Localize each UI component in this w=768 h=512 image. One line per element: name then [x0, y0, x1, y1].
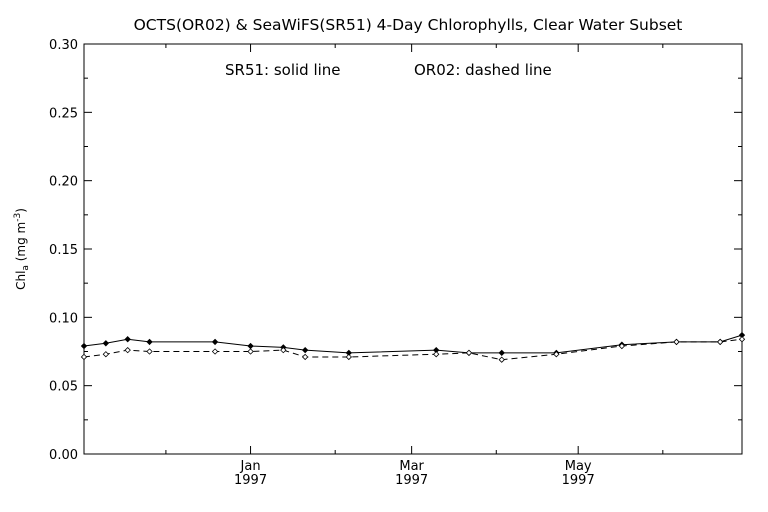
x-tick-year: 1997 — [234, 473, 267, 488]
data-point-or02 — [498, 356, 505, 363]
data-point-or02 — [102, 351, 110, 358]
data-point-or02 — [465, 349, 473, 357]
y-tick-label: 0.10 — [49, 311, 78, 326]
data-point-sr51 — [301, 346, 309, 354]
data-point-or02 — [124, 346, 131, 354]
data-point-or02 — [146, 348, 153, 355]
y-label-units-exp: -3 — [13, 213, 23, 222]
y-label-main: Chl — [14, 271, 28, 290]
annotation-solid: SR51: solid line — [225, 61, 341, 79]
y-tick-label: 0.05 — [49, 380, 78, 395]
x-tick-label: Jan — [240, 459, 261, 474]
chart-title: OCTS(OR02) & SeaWiFS(SR51) 4-Day Chlorop… — [134, 16, 683, 34]
data-point-sr51 — [498, 349, 505, 357]
data-point-sr51 — [211, 338, 219, 346]
y-tick-label: 0.15 — [49, 243, 78, 258]
data-point-or02 — [433, 351, 440, 358]
data-point-or02 — [345, 353, 353, 361]
x-tick-year: 1997 — [395, 473, 428, 488]
data-point-or02 — [280, 346, 287, 354]
series-layer — [80, 331, 746, 363]
data-point-or02 — [673, 338, 680, 346]
data-point-or02 — [738, 336, 746, 343]
data-point-or02 — [618, 342, 626, 350]
x-tick-label: May — [565, 459, 592, 474]
plot-frame — [83, 43, 743, 455]
y-label-units-close: ) — [14, 208, 28, 213]
data-point-sr51 — [80, 342, 88, 350]
data-point-sr51 — [102, 340, 110, 347]
data-point-sr51 — [146, 338, 153, 346]
y-tick-label: 0.20 — [49, 175, 78, 190]
y-tick-label: 0.00 — [49, 448, 78, 463]
x-tick-label: Mar — [399, 459, 424, 474]
data-point-or02 — [716, 338, 724, 346]
x-tick-year: 1997 — [562, 473, 595, 488]
y-tick-label: 0.30 — [49, 38, 78, 53]
data-point-or02 — [301, 353, 309, 361]
y-axis-label: Chla (mg m-3) — [13, 208, 31, 290]
y-axis: 0.00 0.05 0.10 0.15 0.20 0.25 0.30 — [49, 38, 742, 463]
data-point-or02 — [247, 348, 254, 355]
y-label-units-open: (mg m — [14, 222, 28, 265]
data-point-or02 — [211, 348, 219, 355]
annotation-dashed: OR02: dashed line — [414, 61, 552, 79]
y-label-subscript: a — [21, 265, 31, 271]
data-point-sr51 — [124, 336, 131, 343]
y-tick-label: 0.25 — [49, 106, 78, 121]
data-point-sr51 — [247, 342, 254, 350]
data-point-or02 — [553, 351, 560, 358]
data-point-or02 — [80, 353, 88, 361]
